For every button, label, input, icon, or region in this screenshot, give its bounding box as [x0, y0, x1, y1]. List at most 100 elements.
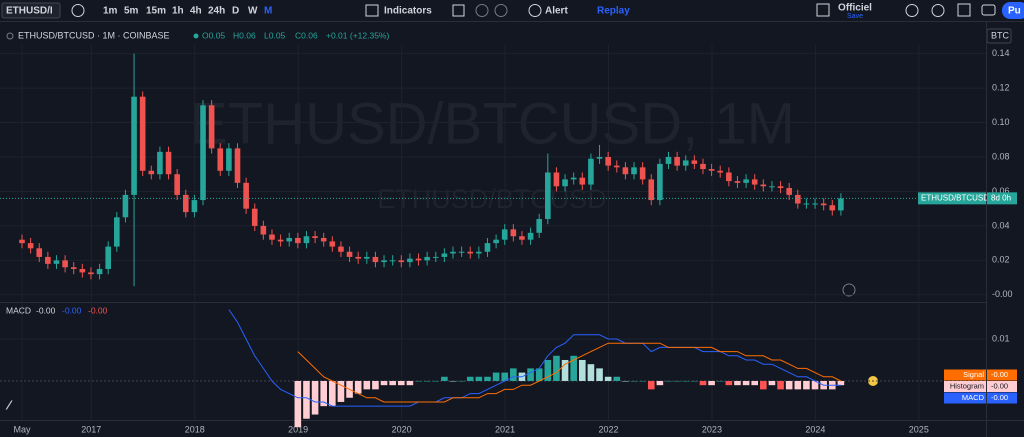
collapse-icon[interactable] [6, 32, 14, 40]
indicators-button[interactable]: Indicators [384, 6, 432, 17]
alert-button[interactable]: Alert [545, 6, 568, 17]
candle-body [320, 237, 327, 242]
candle-body [838, 198, 844, 211]
candle-body [36, 248, 43, 257]
x-tick-label: 2024 [805, 424, 825, 434]
candle-body [79, 268, 86, 273]
histogram-bar [329, 380, 336, 407]
candle-body [295, 237, 301, 244]
histogram-bar [596, 368, 603, 381]
histogram-bar [691, 380, 698, 382]
candle-body [364, 256, 370, 259]
interval-button[interactable]: 15m [146, 6, 166, 17]
histogram-bar [397, 380, 405, 386]
candle-body [562, 179, 568, 187]
histogram-bar [501, 372, 509, 381]
y-tick-label: 0.04 [992, 220, 1010, 230]
histogram-bar [794, 380, 802, 390]
interval-button[interactable]: W [248, 6, 258, 17]
alert-icon[interactable] [528, 4, 542, 17]
candle-body [381, 260, 387, 263]
candle-body [407, 258, 413, 263]
candle-body [286, 237, 293, 242]
toolbar [0, 0, 1024, 21]
snapshot-icon[interactable] [981, 4, 996, 16]
histogram-bar [673, 380, 681, 382]
candle-body [191, 200, 198, 213]
candle-body [312, 236, 318, 238]
save-label[interactable]: Save [847, 13, 863, 20]
histogram-bar [811, 380, 819, 390]
y-tick-label: 0.06 [992, 186, 1010, 196]
fullscreen-icon[interactable] [957, 3, 971, 17]
profile-badge[interactable] [1002, 2, 1024, 19]
watermark-sub: ETHUSD/BTCUSD [377, 184, 607, 214]
candle-body [131, 96, 137, 195]
interval-button[interactable]: 1h [172, 6, 184, 17]
candle-body [812, 203, 818, 205]
candle-body [165, 151, 172, 175]
candle-body [682, 160, 689, 166]
x-tick-label: 2025 [909, 424, 929, 434]
histogram-bar [587, 364, 595, 381]
icon[interactable] [475, 4, 489, 17]
settings-icon[interactable] [931, 4, 945, 17]
flash-icon[interactable] [842, 283, 856, 297]
candle-body [148, 170, 155, 175]
candle-body [467, 251, 474, 254]
candle-body [769, 186, 775, 188]
histogram-bar [760, 380, 767, 390]
histogram-bar [699, 380, 707, 386]
histogram-bar [734, 380, 741, 386]
y-tick-label: 0.02 [992, 255, 1010, 265]
interval-button[interactable]: 5m [124, 6, 139, 17]
histogram-bar [742, 380, 750, 386]
histogram-bar [665, 380, 672, 382]
replay-button[interactable]: Replay [597, 6, 630, 17]
series-value: -0.00 [991, 370, 1008, 379]
candle-body [501, 229, 508, 240]
series-value-box [987, 381, 1017, 392]
histogram-bar [432, 380, 440, 382]
interval-button[interactable]: D [232, 6, 239, 17]
countdown-box [987, 192, 1017, 205]
interval-button[interactable]: 4h [190, 6, 202, 17]
interval-button[interactable]: 1m [103, 6, 118, 17]
histogram-bar [785, 380, 793, 390]
candle-body [53, 260, 60, 264]
series-value: -0.00 [991, 393, 1008, 402]
symbol-box[interactable] [1, 2, 61, 19]
templates-icon[interactable] [452, 4, 465, 17]
histogram-bar [415, 380, 422, 382]
histogram-bar [380, 380, 388, 386]
currency[interactable]: BTC [991, 30, 1010, 40]
y-tick-label: 0.14 [992, 48, 1010, 58]
candle-body [269, 234, 275, 240]
histogram-bar [337, 380, 345, 402]
series-name: Histogram [950, 381, 984, 390]
histogram-bar [423, 380, 431, 382]
search-icon[interactable] [905, 4, 919, 17]
candle-body [803, 203, 810, 205]
candle-body [62, 260, 68, 268]
interval-button[interactable]: M [264, 6, 272, 17]
candle-body [114, 217, 120, 247]
histogram-bar [777, 380, 784, 390]
histogram-bar [484, 376, 491, 381]
candle-body [717, 170, 724, 173]
profile[interactable]: Pu [1008, 6, 1021, 17]
icon[interactable] [494, 4, 508, 17]
indicators-icon[interactable] [365, 4, 379, 17]
histogram-bar [510, 368, 517, 381]
layout-name[interactable]: Officiel [838, 3, 872, 14]
symbol[interactable]: ETHUSD/I [6, 6, 53, 17]
histogram-bar [604, 376, 612, 381]
add-symbol[interactable] [71, 4, 85, 17]
layout-icon[interactable] [816, 3, 830, 17]
histogram-bar [716, 380, 724, 382]
candle-body [777, 186, 784, 189]
legend-value: C0.06 [295, 30, 318, 40]
market-status [193, 33, 199, 39]
interval-button[interactable]: 24h [208, 6, 225, 17]
series-value-box [987, 392, 1017, 404]
